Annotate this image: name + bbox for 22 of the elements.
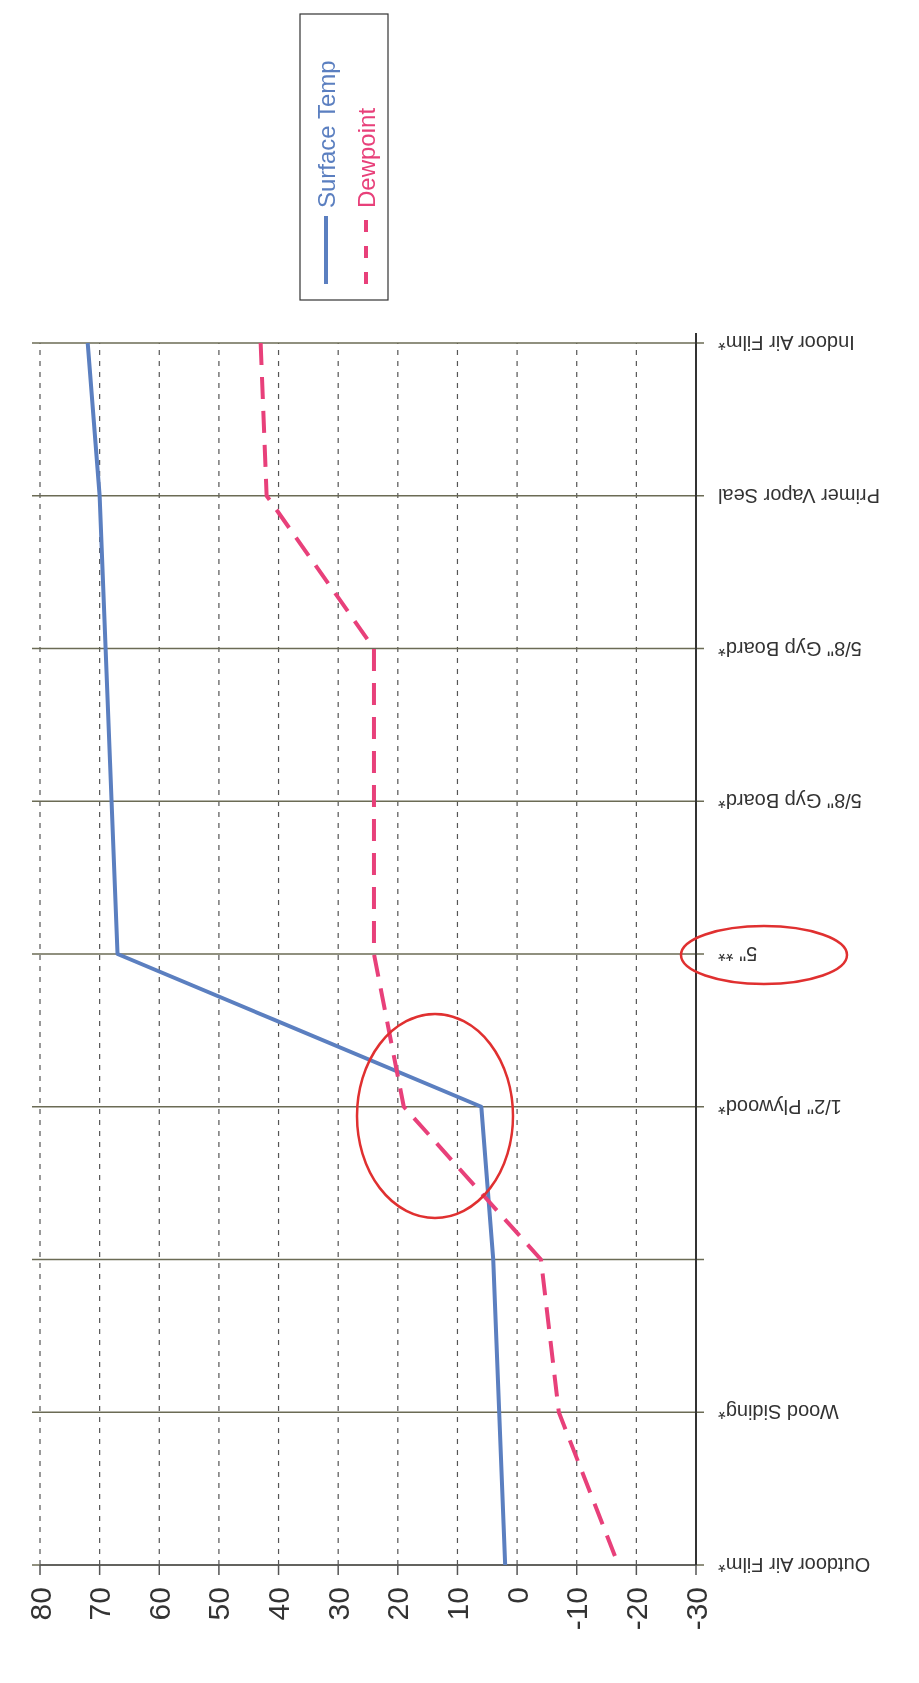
x-tick-label: 30 [321, 1587, 355, 1621]
x-tick-label: -20 [619, 1587, 653, 1631]
y-tick-label: Wood Siding* [717, 1401, 839, 1424]
text: Surface Temp [312, 60, 340, 208]
x-tick-label: 0 [500, 1587, 534, 1604]
x-tick-label: -30 [679, 1587, 713, 1631]
x-tick-label: 60 [142, 1587, 176, 1621]
y-tick-label: 5" ** [717, 943, 758, 965]
y-tick-label: 1/2" Plywood* [717, 1095, 842, 1118]
x-tick-label: 70 [83, 1587, 117, 1621]
y-tick-label: Outdoor Air Film* [717, 1554, 871, 1576]
x-tick-label: 20 [381, 1587, 415, 1621]
x-tick-label: -10 [560, 1587, 594, 1631]
y-tick-label: 5/8" Gyp Board* [717, 790, 862, 813]
y-tick-label: 5/8" Gyp Board* [717, 637, 862, 660]
y-tick-label: Indoor Air Film* [717, 332, 855, 354]
text: Dewpoint [352, 107, 380, 208]
x-tick-label: 80 [23, 1587, 57, 1621]
x-tick-label: 10 [440, 1587, 474, 1621]
y-tick-label: Primer Vapor Seal [718, 484, 880, 507]
x-tick-label: 40 [262, 1587, 296, 1621]
x-tick-label: 50 [202, 1587, 236, 1621]
